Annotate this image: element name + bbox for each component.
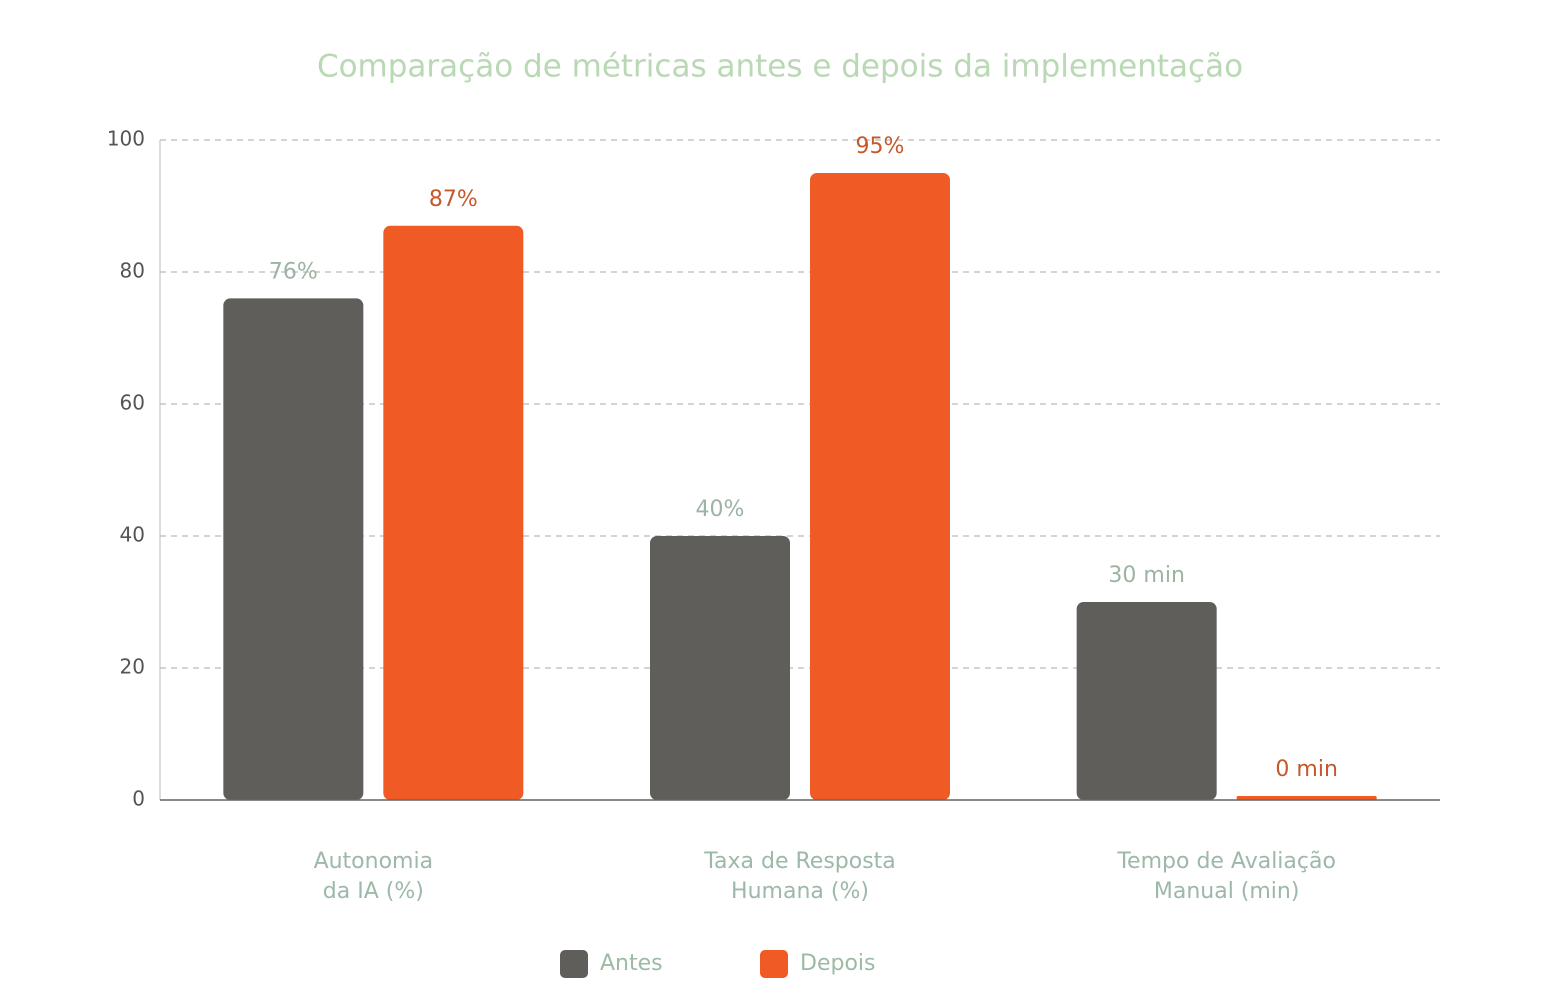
value-label: 0 min — [1275, 757, 1337, 782]
legend-swatch — [760, 950, 788, 978]
value-label: 87% — [429, 187, 478, 212]
bar — [383, 225, 524, 801]
legend-label: Depois — [800, 951, 875, 976]
bar — [810, 173, 950, 800]
x-tick-label: Taxa de Resposta — [703, 849, 896, 874]
value-label: 76% — [269, 259, 318, 284]
x-tick-label: da IA (%) — [323, 879, 424, 904]
y-tick-label: 0 — [132, 787, 145, 811]
y-tick-label: 100 — [107, 127, 145, 151]
bar — [1236, 796, 1377, 800]
legend-swatch — [560, 950, 588, 978]
bar — [223, 298, 364, 800]
bar — [650, 536, 790, 800]
x-tick-label: Humana (%) — [731, 879, 869, 904]
chart-title: Comparação de métricas antes e depois da… — [317, 49, 1243, 85]
value-label: 95% — [856, 134, 905, 159]
value-label: 40% — [696, 497, 745, 522]
y-tick-label: 80 — [120, 259, 145, 283]
value-label: 30 min — [1108, 563, 1184, 588]
x-tick-label: Manual (min) — [1154, 879, 1300, 904]
y-tick-label: 60 — [120, 391, 145, 415]
bar — [1076, 602, 1217, 800]
y-tick-label: 40 — [120, 523, 145, 547]
x-tick-label: Autonomia — [314, 849, 434, 874]
y-tick-label: 20 — [120, 655, 145, 679]
x-tick-label: Tempo de Avaliação — [1116, 849, 1336, 874]
legend-label: Antes — [600, 951, 663, 976]
